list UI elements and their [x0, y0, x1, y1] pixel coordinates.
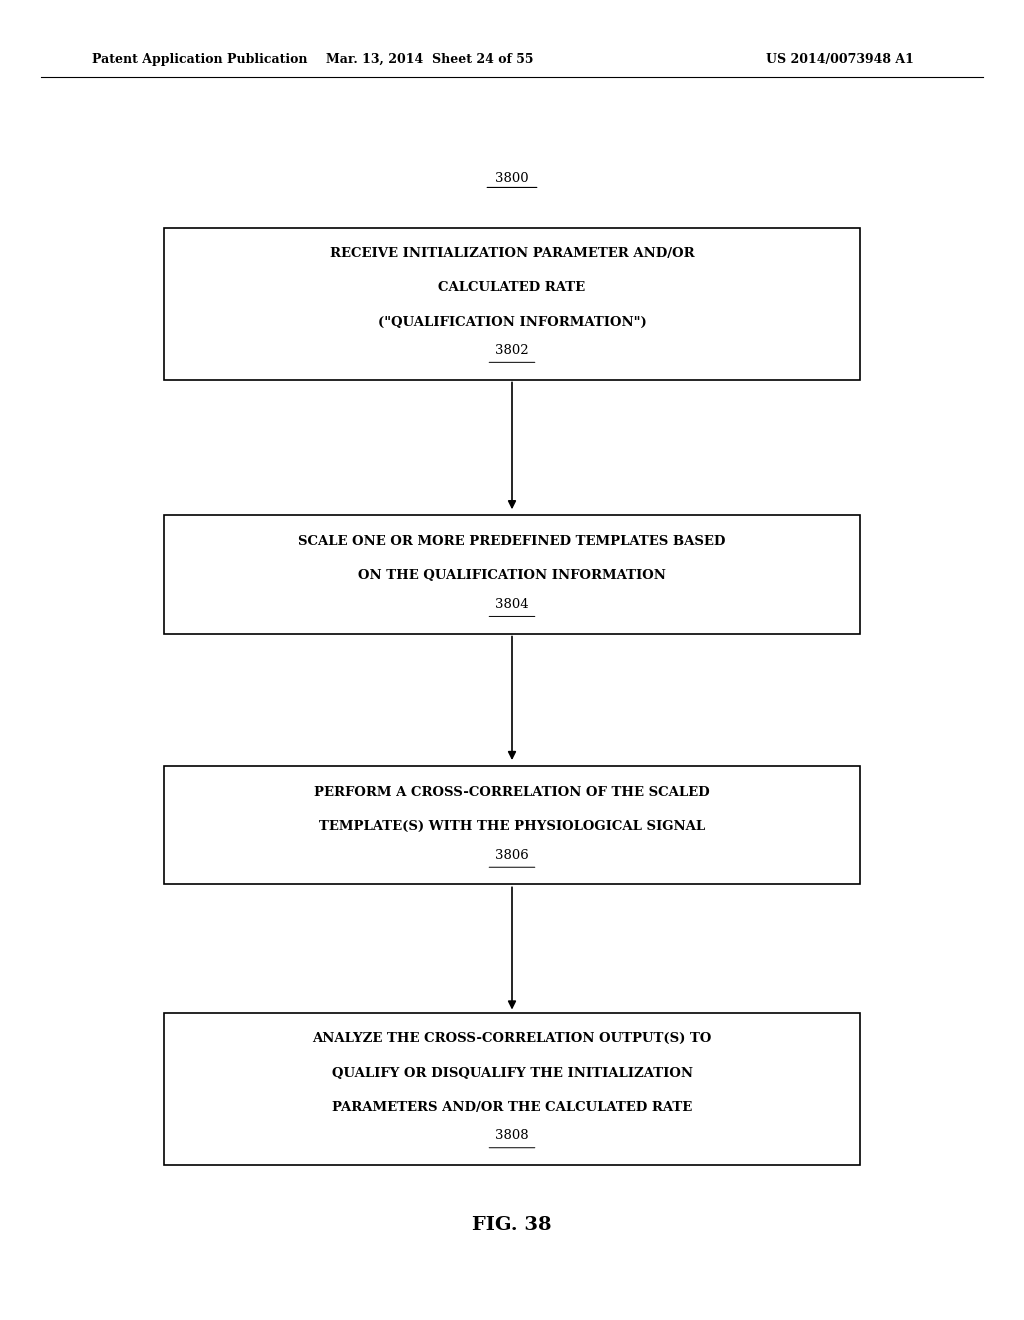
Text: RECEIVE INITIALIZATION PARAMETER AND/OR: RECEIVE INITIALIZATION PARAMETER AND/OR: [330, 247, 694, 260]
Text: ("QUALIFICATION INFORMATION"): ("QUALIFICATION INFORMATION"): [378, 315, 646, 329]
FancyBboxPatch shape: [164, 227, 860, 380]
FancyBboxPatch shape: [164, 515, 860, 634]
Text: CALCULATED RATE: CALCULATED RATE: [438, 281, 586, 294]
FancyBboxPatch shape: [164, 766, 860, 884]
Text: SCALE ONE OR MORE PREDEFINED TEMPLATES BASED: SCALE ONE OR MORE PREDEFINED TEMPLATES B…: [298, 535, 726, 548]
Text: PARAMETERS AND/OR THE CALCULATED RATE: PARAMETERS AND/OR THE CALCULATED RATE: [332, 1101, 692, 1114]
FancyBboxPatch shape: [164, 1014, 860, 1166]
Text: US 2014/0073948 A1: US 2014/0073948 A1: [766, 53, 913, 66]
Text: Patent Application Publication: Patent Application Publication: [92, 53, 307, 66]
Text: QUALIFY OR DISQUALIFY THE INITIALIZATION: QUALIFY OR DISQUALIFY THE INITIALIZATION: [332, 1067, 692, 1080]
Text: Mar. 13, 2014  Sheet 24 of 55: Mar. 13, 2014 Sheet 24 of 55: [327, 53, 534, 66]
Text: TEMPLATE(S) WITH THE PHYSIOLOGICAL SIGNAL: TEMPLATE(S) WITH THE PHYSIOLOGICAL SIGNA…: [318, 820, 706, 833]
Text: 3802: 3802: [496, 345, 528, 356]
Text: 3800: 3800: [496, 172, 528, 185]
Text: PERFORM A CROSS-CORRELATION OF THE SCALED: PERFORM A CROSS-CORRELATION OF THE SCALE…: [314, 785, 710, 799]
Text: ANALYZE THE CROSS-CORRELATION OUTPUT(S) TO: ANALYZE THE CROSS-CORRELATION OUTPUT(S) …: [312, 1032, 712, 1045]
Text: 3806: 3806: [496, 849, 528, 862]
Text: ON THE QUALIFICATION INFORMATION: ON THE QUALIFICATION INFORMATION: [358, 569, 666, 582]
Text: 3804: 3804: [496, 598, 528, 611]
Text: 3808: 3808: [496, 1130, 528, 1142]
Text: FIG. 38: FIG. 38: [472, 1216, 552, 1234]
